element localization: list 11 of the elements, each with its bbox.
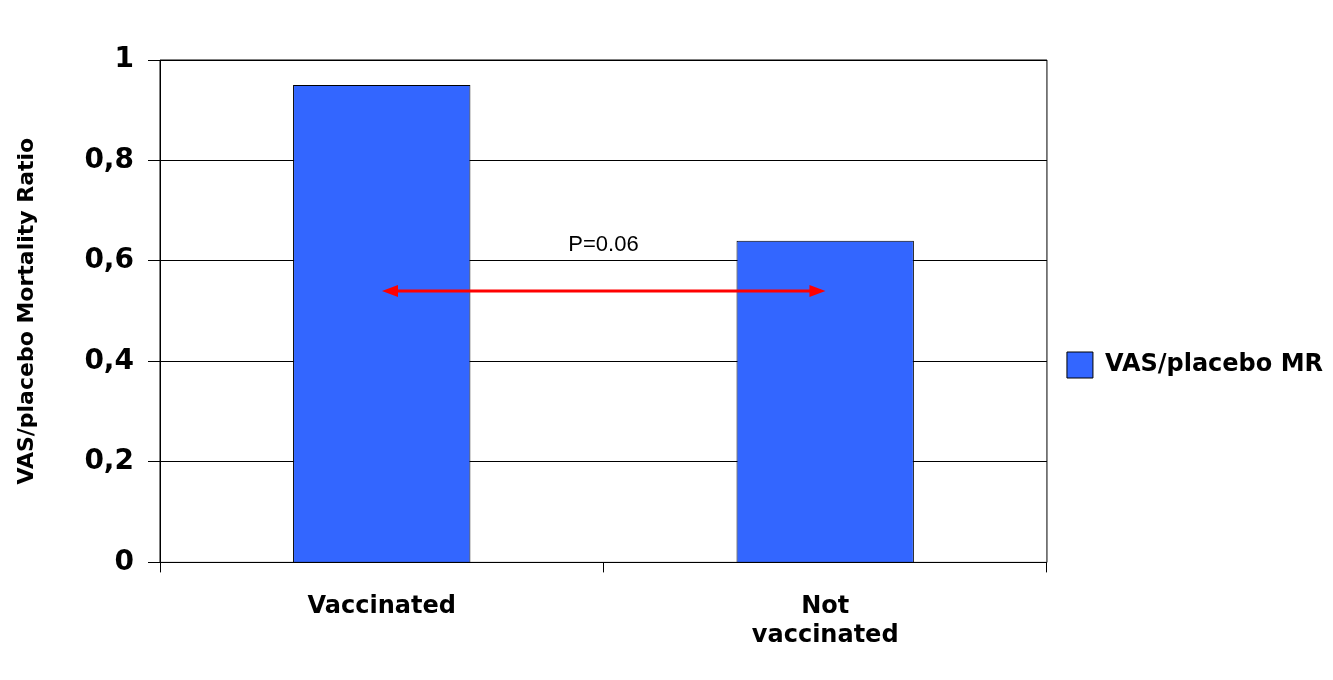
y-tick-label: 0,4 bbox=[84, 342, 134, 376]
annotation: P=0.06 bbox=[568, 231, 639, 257]
y-tick-label: 0,2 bbox=[84, 443, 134, 477]
legend-label: VAS/placebo MR bbox=[1104, 349, 1323, 378]
y-tick-label: 1 bbox=[114, 41, 134, 75]
y-axis-title: VAS/placebo Mortality Ratio bbox=[12, 137, 38, 485]
x-tick-label: Vaccinated bbox=[307, 591, 456, 620]
y-tick-label: 0,6 bbox=[84, 242, 134, 276]
x-tick-label: Not vaccinated bbox=[751, 591, 899, 648]
y-tick-label: 0 bbox=[114, 543, 134, 577]
y-tick-label: 0,8 bbox=[84, 141, 134, 175]
